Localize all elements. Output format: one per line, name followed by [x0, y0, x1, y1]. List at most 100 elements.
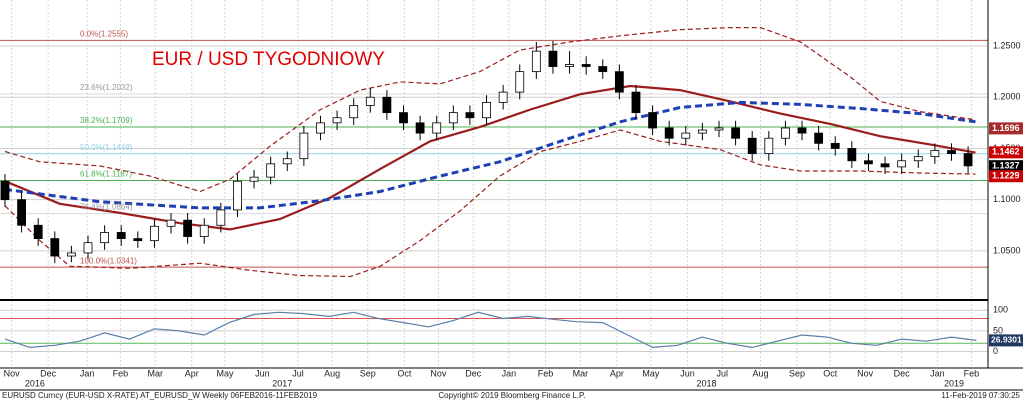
candle-body	[714, 127, 724, 131]
plot-layer	[0, 27, 988, 349]
candle-body	[349, 105, 359, 119]
candle-body	[880, 163, 890, 168]
candle-body	[697, 129, 707, 134]
candle-body	[316, 122, 325, 134]
candle-body	[465, 112, 475, 119]
y-tick-label: 1.1000	[993, 194, 1021, 204]
x-tick-label: Jul	[292, 368, 304, 378]
x-tick-label: Sep	[360, 368, 376, 378]
candle-body	[249, 176, 259, 182]
candle-body	[216, 209, 226, 226]
price-label-box	[989, 122, 1023, 135]
candle-body	[50, 238, 60, 257]
candle-body	[365, 96, 375, 106]
x-tick-label: Jan	[502, 368, 517, 378]
grid-layer	[0, 0, 988, 368]
x-tick-label: Jan	[80, 368, 95, 378]
candle-body	[781, 127, 790, 139]
candle-body	[166, 219, 176, 227]
x-tick-label: Feb	[113, 368, 129, 378]
candle-body	[116, 232, 126, 239]
footer-left: EURUSD Curncy (EUR-USD X-RATE) AT_EURUSD…	[2, 391, 318, 400]
year-label: 2018	[697, 378, 717, 388]
value-label-box	[989, 334, 1023, 347]
candle-body	[515, 71, 525, 93]
candle-body	[399, 112, 408, 124]
overlay-line	[4, 100, 976, 210]
x-tick-label: Jul	[717, 368, 729, 378]
x-tick-label: Nov	[430, 368, 447, 378]
x-tick-label: Oct	[823, 368, 838, 378]
x-tick-label: Jun	[680, 368, 695, 378]
candle-body	[498, 91, 508, 103]
y-tick-label: 1.2000	[993, 92, 1021, 102]
chart-title: EUR / USD TYGODNIOWY	[152, 49, 385, 70]
candle-body	[183, 219, 193, 237]
x-tick-label: Aug	[324, 368, 340, 378]
x-tick-label: Feb	[538, 368, 554, 378]
x-tick-label: Dec	[894, 368, 911, 378]
candle-body	[83, 242, 93, 254]
candle-body	[830, 142, 840, 149]
year-label: 2017	[272, 378, 292, 388]
level-label: 23.6%(1.2032)	[80, 83, 133, 92]
candle-body	[731, 127, 741, 139]
candle-body	[199, 224, 209, 237]
x-tick-label: May	[642, 368, 660, 378]
price-label-box	[989, 146, 1023, 159]
candle-body	[282, 158, 292, 165]
candle-body	[797, 127, 807, 134]
footer-center: Copyright© 2019 Bloomberg Finance L.P.	[438, 391, 585, 400]
oscillator-line	[4, 311, 977, 349]
candle-body	[598, 66, 608, 73]
candle-body	[747, 137, 757, 154]
x-tick-label: Sep	[789, 368, 805, 378]
candle-body	[631, 91, 641, 114]
level-label: 100.0%(1.0341)	[80, 256, 137, 265]
y-tick-label: 1.2500	[993, 40, 1021, 50]
candle-body	[913, 156, 923, 162]
candle-body	[332, 117, 342, 124]
level-label: 76.4%(1.0864)	[80, 203, 133, 212]
candle-body	[864, 160, 873, 165]
x-tick-label: Apr	[610, 368, 624, 378]
footer-right: 11-Feb-2019 07:30:25	[941, 391, 1020, 400]
candle-body	[266, 163, 276, 178]
overlay-line	[4, 129, 976, 278]
x-tick-label: Oct	[397, 368, 412, 378]
price-label-box	[989, 160, 1023, 173]
candle-body	[930, 150, 940, 158]
candle-body	[681, 132, 691, 139]
level-label: 38.2%(1.1709)	[80, 116, 133, 125]
level-label: 0.0%(1.2555)	[80, 30, 128, 39]
candle-body	[814, 132, 824, 144]
candle-body	[415, 122, 425, 134]
y-tick-label: 100	[993, 305, 1008, 315]
x-tick-label: Dec	[465, 368, 482, 378]
candle-body	[0, 180, 10, 201]
candle-body	[133, 238, 143, 242]
candle-body	[150, 225, 159, 242]
price-label: 1.1327	[992, 161, 1020, 171]
candle-body	[664, 127, 674, 139]
x-tick-label: Jan	[930, 368, 945, 378]
price-label-box	[989, 170, 1023, 183]
candle-body	[299, 132, 309, 160]
y-tick-label: 0	[993, 346, 998, 356]
y-tick-label: 1.0500	[993, 245, 1021, 255]
candle-body	[947, 150, 956, 154]
x-tick-label: May	[216, 368, 234, 378]
candle-body	[482, 101, 491, 119]
x-tick-label: Nov	[857, 368, 874, 378]
price-label: 1.1462	[992, 147, 1020, 157]
candle-body	[17, 199, 26, 226]
candle-body	[581, 64, 591, 67]
x-tick-label: Mar	[148, 368, 164, 378]
overlay-line	[4, 27, 976, 193]
candle-body	[764, 137, 774, 154]
y-tick-label: 50	[993, 325, 1003, 335]
candle-body	[33, 224, 43, 239]
x-tick-label: Nov	[4, 368, 21, 378]
x-tick-label: Jun	[255, 368, 270, 378]
